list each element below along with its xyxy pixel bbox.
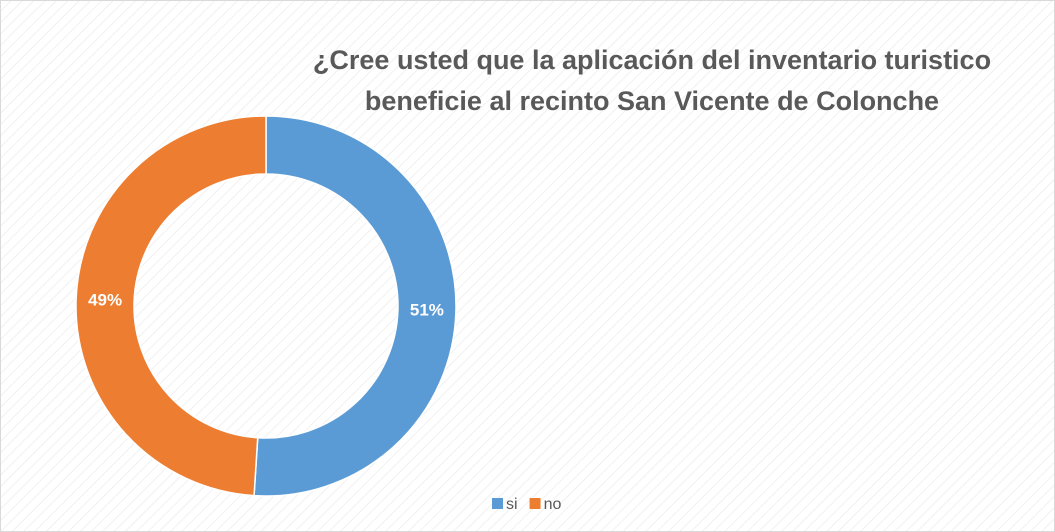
donut-segment <box>253 115 457 497</box>
legend-label: si <box>506 496 518 513</box>
legend-swatch <box>529 498 541 509</box>
data-label: 49% <box>88 290 122 309</box>
chart-title: beneficie al recinto San Vicente de Colo… <box>365 86 939 116</box>
legend-swatch <box>492 498 503 509</box>
chart-title: ¿Cree usted que la aplicación del invent… <box>313 45 991 75</box>
data-label: 51% <box>410 301 444 320</box>
legend-label: no <box>544 496 562 513</box>
donut-segment <box>75 115 267 497</box>
